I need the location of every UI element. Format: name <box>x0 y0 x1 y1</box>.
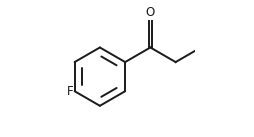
Text: F: F <box>66 85 73 98</box>
Text: O: O <box>146 6 155 19</box>
